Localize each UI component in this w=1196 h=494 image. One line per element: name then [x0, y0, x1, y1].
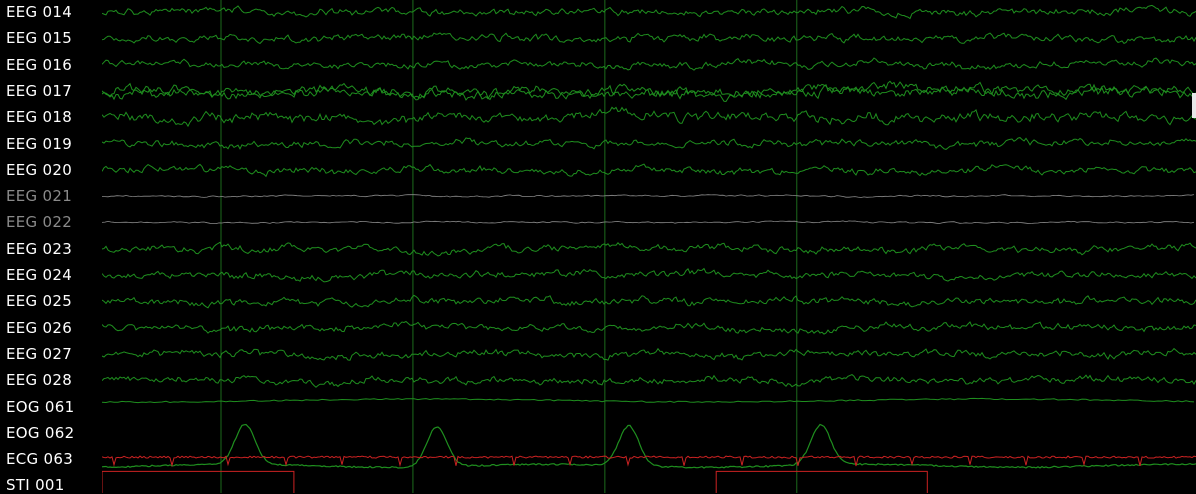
- channel-label[interactable]: EEG 021: [6, 187, 73, 206]
- channel-trace[interactable]: [101, 423, 1196, 469]
- channel-trace[interactable]: [101, 397, 1195, 404]
- channel-trace[interactable]: [101, 455, 1196, 468]
- channel-label[interactable]: EOG 061: [6, 397, 75, 416]
- channel-trace[interactable]: [101, 347, 1196, 361]
- channel-trace[interactable]: [101, 294, 1196, 309]
- channel-label[interactable]: EEG 015: [6, 29, 73, 48]
- channel-label[interactable]: EEG 024: [6, 266, 73, 284]
- channel-label[interactable]: STI 001: [6, 476, 65, 494]
- channel-trace[interactable]: [101, 470, 1196, 493]
- channel-label[interactable]: EEG 018: [6, 108, 73, 127]
- channel-trace[interactable]: [101, 80, 1196, 103]
- channel-trace[interactable]: [101, 267, 1196, 283]
- channel-trace[interactable]: [101, 220, 1195, 225]
- channel-trace[interactable]: [101, 194, 1195, 198]
- channel-label[interactable]: EEG 017: [6, 81, 73, 100]
- channel-trace[interactable]: [101, 163, 1196, 178]
- channel-trace[interactable]: [101, 320, 1196, 335]
- channel-label[interactable]: EEG 023: [6, 239, 73, 258]
- channel-label[interactable]: EEG 016: [6, 55, 73, 74]
- vertical-scrollbar-thumb[interactable]: [1192, 93, 1196, 118]
- channel-trace[interactable]: [101, 374, 1196, 388]
- channel-label[interactable]: EEG 022: [6, 213, 73, 232]
- channel-trace[interactable]: [101, 106, 1196, 128]
- channel-label[interactable]: EEG 014: [6, 3, 73, 21]
- channel-trace[interactable]: [101, 4, 1196, 20]
- channel-label[interactable]: EEG 020: [6, 160, 73, 179]
- channel-label[interactable]: EOG 062: [6, 423, 75, 442]
- channel-label[interactable]: EEG 019: [6, 134, 73, 153]
- channel-trace[interactable]: [101, 57, 1196, 71]
- channel-label[interactable]: EEG 028: [6, 371, 73, 390]
- channel-label[interactable]: ECG 063: [6, 450, 74, 469]
- channel-label-column: EEG 014 EEG 015 EEG 016 EEG 017 EEG 018 EEG 0…: [0, 0, 102, 494]
- channel-trace[interactable]: [101, 241, 1196, 257]
- channel-trace[interactable]: [101, 82, 1196, 101]
- channel-trace[interactable]: [101, 32, 1196, 45]
- channel-label[interactable]: EEG 026: [6, 318, 73, 337]
- channel-label[interactable]: EEG 027: [6, 344, 73, 363]
- channel-label[interactable]: EEG 025: [6, 292, 73, 311]
- channel-trace[interactable]: [101, 137, 1196, 150]
